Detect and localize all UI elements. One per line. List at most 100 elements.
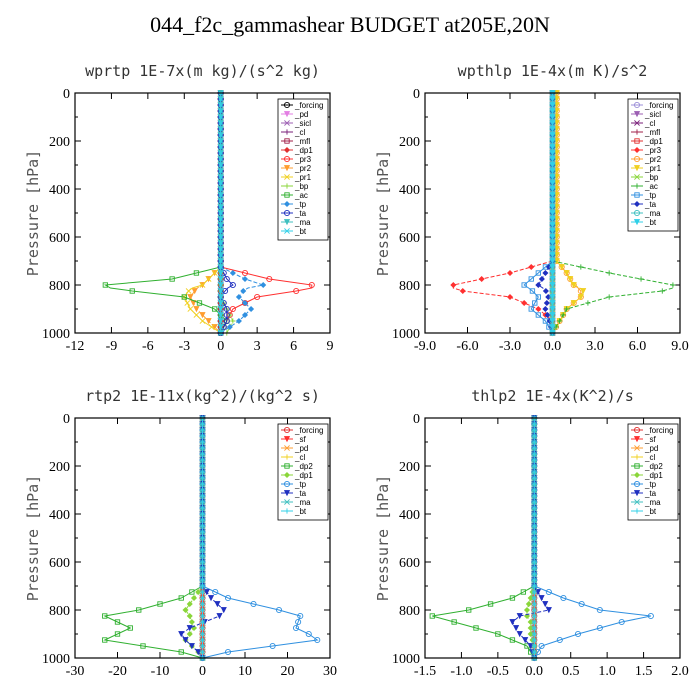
legend-label: _ma — [294, 218, 311, 227]
legend-label: _dp2 — [294, 462, 313, 471]
legend-marker — [633, 146, 641, 154]
data-point — [549, 210, 556, 217]
x-tick-label: -3 — [178, 339, 190, 354]
data-point — [549, 198, 556, 205]
y-axis-label: Pressure [hPa] — [374, 150, 392, 276]
legend-label: _ma — [644, 498, 661, 507]
data-point — [217, 246, 224, 252]
data-point — [199, 553, 206, 559]
data-point — [102, 282, 109, 288]
data-point — [292, 624, 300, 632]
data-point — [199, 559, 206, 565]
legend-label: _ac — [294, 191, 308, 200]
legend-label: _forcing — [294, 426, 323, 435]
legend-marker — [634, 499, 640, 505]
data-point — [549, 234, 556, 241]
legend-label: _dp1 — [644, 137, 663, 146]
legend-marker — [633, 219, 641, 226]
legend-label: _ta — [644, 200, 657, 209]
legend-marker — [633, 101, 641, 109]
y-tick-label: 400 — [49, 508, 70, 523]
y-tick-label: 0 — [413, 412, 420, 427]
legend-label: _dp1 — [294, 146, 313, 155]
series-bt — [199, 415, 206, 661]
legend-marker — [283, 165, 291, 172]
data-point — [182, 606, 189, 614]
y-tick-label: 200 — [399, 460, 420, 475]
legend-marker — [284, 129, 290, 135]
y-tick-label: 1000 — [392, 652, 420, 667]
data-point — [549, 216, 556, 223]
data-point — [235, 293, 242, 301]
data-point — [556, 318, 563, 324]
chart-thlp2: thlp2 1E-4x(K^2)/s Pressure [hPa] 0 200 400 6… — [374, 387, 689, 679]
data-point — [596, 606, 603, 614]
legend-label: _bt — [294, 227, 307, 236]
data-point — [549, 108, 556, 115]
legend-label: _cl — [294, 453, 305, 462]
data-point — [181, 294, 187, 300]
legend-marker — [634, 129, 640, 135]
data-point — [542, 601, 549, 608]
plot-frame — [74, 417, 331, 659]
x-tick-label: -1.0 — [450, 664, 472, 679]
y-tick-label: 400 — [399, 508, 420, 523]
data-point — [217, 156, 224, 162]
data-point — [549, 126, 556, 133]
data-point — [531, 433, 537, 439]
data-point — [521, 299, 528, 307]
x-tick-label: 3.0 — [586, 339, 604, 354]
data-point — [182, 637, 189, 644]
data-point — [199, 583, 206, 589]
data-point — [217, 294, 224, 300]
data-point — [223, 275, 230, 283]
data-point — [187, 306, 194, 312]
legend: _forcing_sf_pd_cl_dp2_dp1_tp_ta_ma_bt — [277, 423, 329, 521]
legend-marker — [634, 445, 640, 451]
data-point — [178, 631, 185, 638]
data-point — [535, 294, 541, 300]
data-point — [531, 583, 537, 589]
data-point — [506, 293, 514, 301]
data-point — [549, 168, 556, 175]
data-point — [199, 433, 206, 439]
data-point — [217, 120, 224, 126]
legend-marker — [283, 200, 291, 208]
panel-title: wprtp 1E-7x(m kg)/(s^2 kg) — [85, 62, 320, 80]
data-point — [531, 493, 537, 499]
data-point — [187, 294, 194, 301]
data-point — [140, 643, 146, 649]
legend-label: _forcing — [644, 426, 673, 435]
x-tick-label: 3 — [254, 339, 261, 354]
data-point — [509, 595, 516, 601]
legend-marker — [283, 219, 291, 226]
series-line — [103, 93, 228, 334]
x-tick-label: -30 — [66, 664, 85, 679]
data-point — [275, 606, 283, 614]
data-point — [217, 186, 224, 192]
data-point — [217, 240, 224, 246]
data-point — [549, 102, 556, 109]
legend-marker — [283, 480, 291, 488]
data-point — [531, 529, 537, 535]
data-point — [199, 649, 206, 655]
data-point — [293, 287, 300, 295]
data-point — [549, 294, 556, 301]
legend-label: _pd — [644, 444, 658, 453]
legend-label: _pr2 — [644, 155, 662, 164]
legend-marker — [283, 209, 291, 217]
data-point — [549, 318, 556, 325]
data-point — [549, 96, 556, 103]
data-point — [191, 288, 198, 295]
legend-marker — [634, 454, 640, 460]
data-point — [190, 594, 198, 602]
data-point — [451, 619, 457, 625]
data-point — [199, 637, 206, 643]
data-point — [577, 294, 584, 301]
plot-frame — [424, 92, 681, 334]
data-point — [549, 186, 556, 193]
data-point — [549, 132, 556, 139]
data-point — [199, 427, 206, 433]
data-point — [531, 427, 537, 433]
data-point — [549, 144, 556, 151]
